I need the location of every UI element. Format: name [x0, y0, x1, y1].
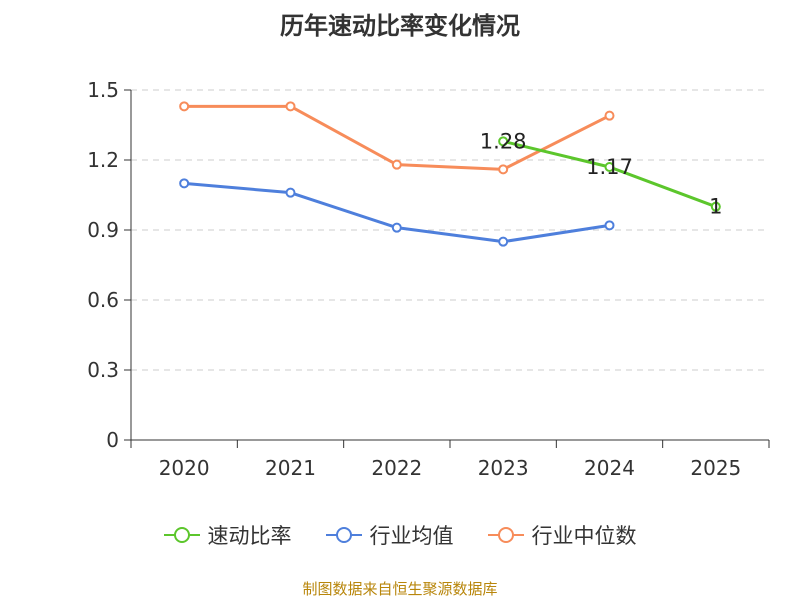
data-label: 1: [709, 195, 722, 219]
data-point: [179, 101, 190, 112]
legend-label-industry-median: 行业中位数: [531, 524, 637, 548]
data-point: [604, 162, 615, 172]
x-tick-label: 2025: [690, 456, 741, 480]
x-tick-label: 2022: [371, 456, 422, 480]
y-tick-label: 1.5: [87, 78, 119, 102]
legend-line-circle-icon: [487, 527, 524, 543]
y-tick-label: 1.2: [87, 148, 119, 172]
legend-label-industry-mean: 行业均值: [369, 524, 454, 548]
legend-item-industry-mean[interactable]: 行业均值: [325, 520, 454, 550]
data-label: 1.28: [480, 129, 527, 153]
data-point: [179, 178, 190, 189]
x-tick-label: 2024: [584, 456, 635, 480]
data-point: [498, 136, 509, 147]
x-tick-label: 2023: [478, 456, 529, 480]
data-point: [285, 101, 296, 112]
data-point: [498, 164, 509, 175]
legend-item-industry-median[interactable]: 行业中位数: [487, 520, 637, 550]
legend-item-quick-ratio[interactable]: 速动比率: [163, 520, 292, 550]
data-point: [498, 236, 509, 247]
y-tick-label: 0.3: [87, 358, 119, 382]
data-point: [604, 220, 615, 231]
x-tick-label: 2020: [159, 456, 210, 480]
data-source-note: 制图数据来自恒生聚源数据库: [302, 580, 498, 598]
series-line-1: [184, 181, 610, 244]
data-label: 1.17: [586, 155, 633, 179]
data-point: [710, 201, 721, 212]
data-point: [391, 159, 402, 170]
legend-line-circle-icon: [325, 527, 362, 543]
x-tick-label: 2021: [265, 456, 316, 480]
legend-label-quick-ratio: 速动比率: [207, 524, 292, 548]
y-tick-label: 0: [106, 428, 119, 452]
data-point: [604, 110, 615, 121]
data-point: [391, 222, 402, 233]
chart-title: 历年速动比率变化情况: [280, 12, 520, 40]
y-tick-label: 0.9: [87, 218, 119, 242]
data-point: [285, 187, 296, 198]
legend-line-circle-icon: [163, 527, 200, 543]
y-tick-label: 0.6: [87, 288, 119, 312]
chart-legend: 速动比率 行业均值 行业中位数: [0, 520, 800, 550]
